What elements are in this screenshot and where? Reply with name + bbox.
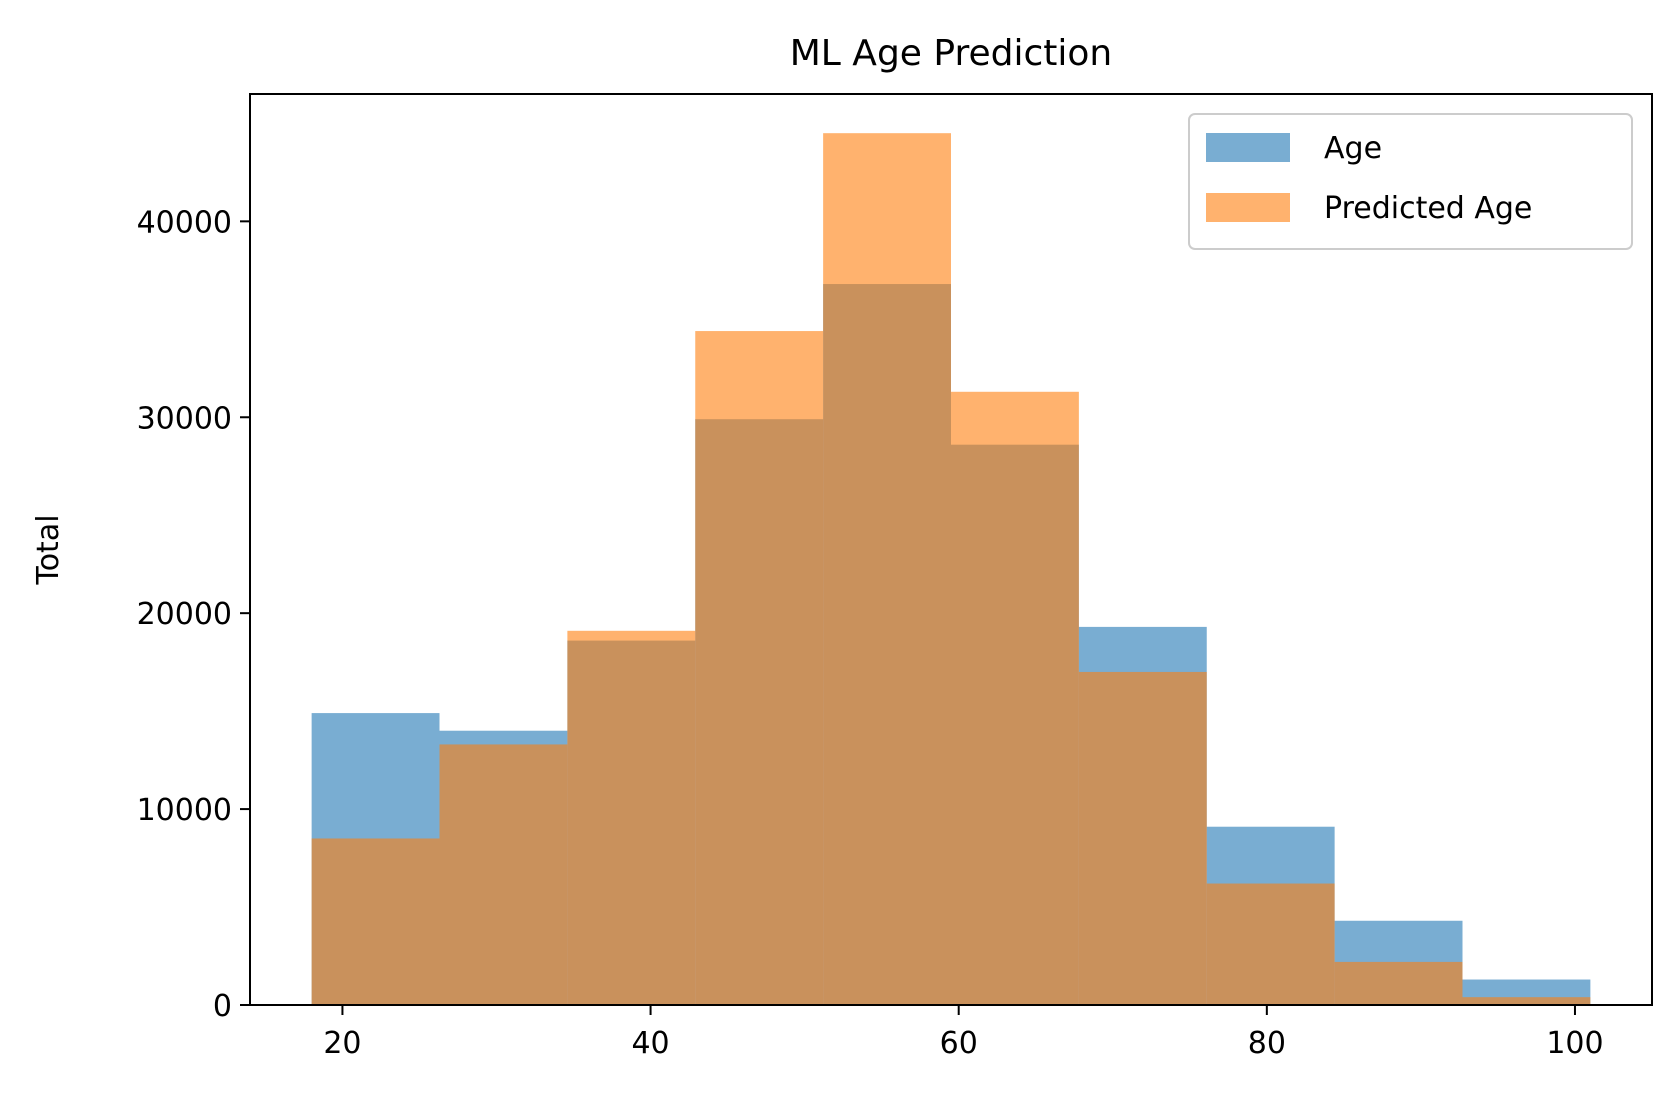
x-tick-label-3: 80 bbox=[1248, 1026, 1286, 1061]
legend: Age Predicted Age bbox=[1188, 113, 1633, 250]
bar-predicted-age-7 bbox=[1206, 883, 1335, 1005]
plot-frame bbox=[249, 93, 1653, 1006]
y-tick-label-1: 10000 bbox=[137, 793, 232, 828]
legend-swatch-age bbox=[1206, 133, 1290, 162]
bars-group bbox=[311, 133, 1591, 1006]
y-tick-label-2: 20000 bbox=[137, 597, 232, 632]
y-axis-label: Total bbox=[31, 514, 66, 585]
bar-predicted-age-6 bbox=[1078, 671, 1207, 1005]
bar-predicted-age-8 bbox=[1334, 961, 1463, 1005]
legend-label-predicted-age: Predicted Age bbox=[1324, 191, 1532, 226]
x-tick-label-1: 40 bbox=[631, 1026, 669, 1061]
bar-predicted-age-1 bbox=[439, 744, 568, 1005]
bar-predicted-age-2 bbox=[567, 630, 696, 1005]
legend-label-age: Age bbox=[1324, 131, 1382, 166]
x-tick-label-2: 60 bbox=[940, 1026, 978, 1061]
x-tick-label-4: 100 bbox=[1546, 1026, 1603, 1061]
y-axis-ticks: 0 10000 20000 30000 40000 bbox=[137, 205, 250, 1024]
legend-swatch-predicted-age bbox=[1206, 193, 1290, 222]
x-axis-ticks: 20 40 60 80 100 bbox=[323, 1005, 1604, 1061]
y-tick-label-0: 0 bbox=[213, 989, 232, 1024]
legend-box bbox=[1188, 113, 1633, 250]
chart-title: ML Age Prediction bbox=[790, 33, 1112, 74]
y-tick-label-4: 40000 bbox=[137, 205, 232, 240]
bar-predicted-age-5 bbox=[951, 391, 1079, 1005]
bar-predicted-age-0 bbox=[311, 838, 440, 1005]
bar-predicted-age-3 bbox=[695, 331, 824, 1005]
y-tick-label-3: 30000 bbox=[137, 401, 232, 436]
x-tick-label-0: 20 bbox=[323, 1026, 361, 1061]
bar-predicted-age-9 bbox=[1462, 997, 1591, 1005]
bar-predicted-age-4 bbox=[823, 133, 951, 1005]
